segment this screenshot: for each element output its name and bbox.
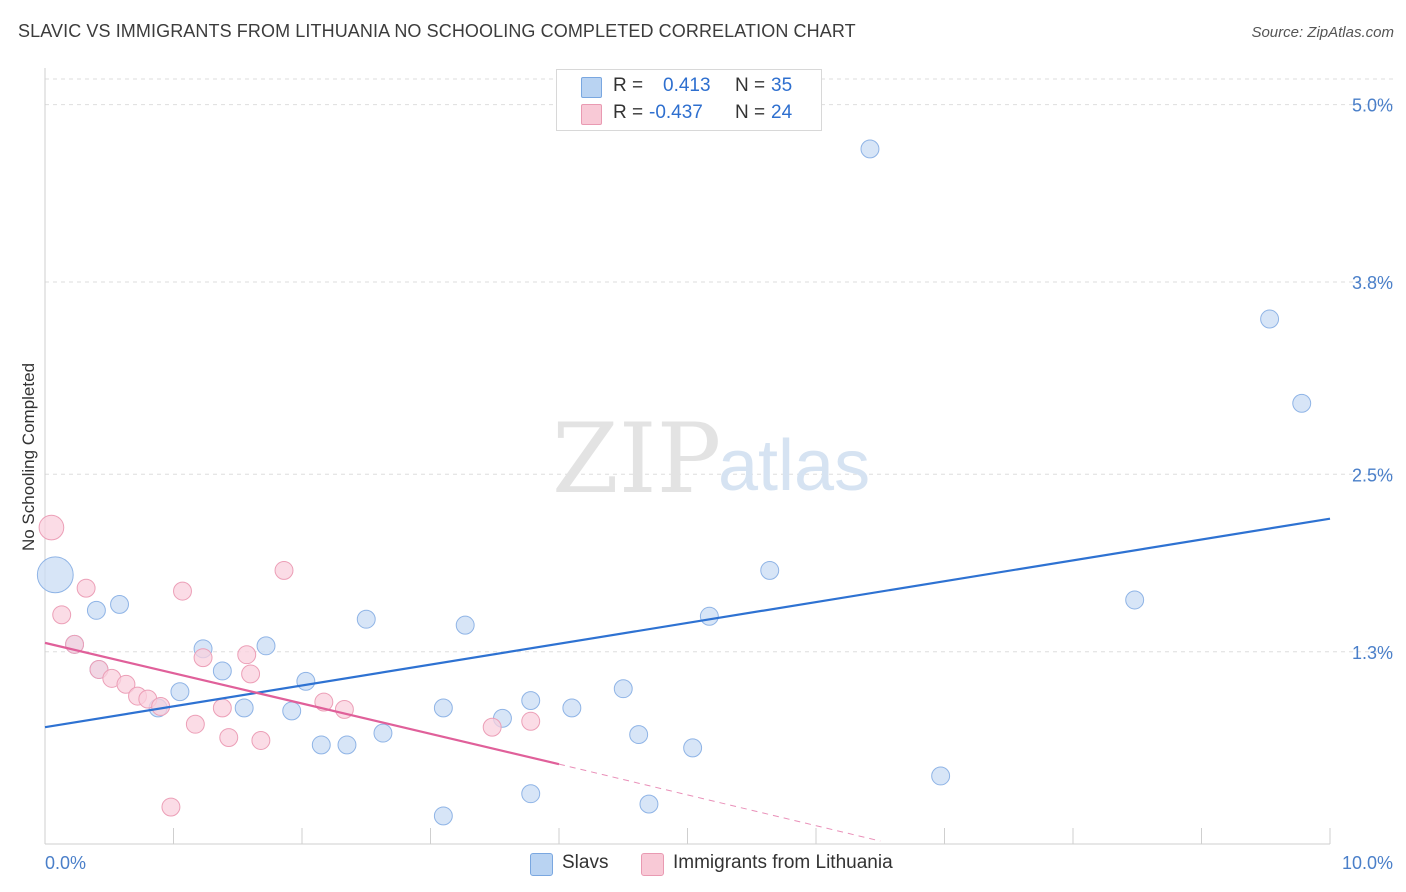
slavs-trend-line [44,517,1331,729]
slavs-legend-label: Slavs [562,852,609,873]
lithuania-point [274,560,294,580]
y-axis-title: No Schooling Completed [19,363,38,551]
r-label: R = [613,75,649,96]
lithuania-point [185,714,205,734]
lithuania-point [193,648,213,668]
lithuania-legend-label: Immigrants from Lithuania [673,852,893,873]
slavs-point [562,698,582,718]
slavs-point [296,671,316,691]
x-tick-label: 10.0% [1342,853,1393,873]
watermark-atlas: atlas [718,426,870,506]
slavs-point [110,594,129,614]
chart-title: SLAVIC VS IMMIGRANTS FROM LITHUANIA NO S… [18,21,856,41]
slavs-point [1260,309,1280,329]
lithuania-point [482,717,502,737]
slavs-point [629,725,649,745]
lithuania-point [212,698,232,718]
n-value: 35 [771,75,793,96]
lithuania-point [219,728,239,747]
lithuania-swatch [581,104,602,125]
slavs-point [356,609,376,629]
slavs-point [311,735,331,755]
tick-labels: 1.3% 2.5% 3.8% 5.0% 0.0% 10.0% [45,96,1393,873]
slavs-point [212,661,232,681]
slavs-point [760,560,780,580]
slavs-point [433,698,453,718]
trend-lines [44,517,1331,842]
slavs-point [433,806,453,826]
lithuania-point [116,674,136,694]
n-label: N = [735,102,771,123]
slavs-point [282,701,302,721]
slavs-point [931,766,951,786]
r-label: R = [613,102,649,123]
r-value: -0.437 [649,102,703,123]
slavs-point [1125,590,1145,610]
lithuania-point [76,578,96,598]
y-tick-label: 1.3% [1352,643,1393,663]
slavs-point [860,139,880,159]
slavs-point [455,615,475,635]
slavs-point [36,556,74,594]
lithuania-trend-line [44,641,560,766]
y-tick-label: 2.5% [1352,465,1393,485]
correlation-legend: R = 0.413 N = 35 R = -0.437 N = 24 [556,69,822,131]
slavs-point [521,784,541,804]
y-tick-label: 5.0% [1352,96,1393,116]
watermark-zip: ZIP [552,403,721,515]
slavs-swatch [581,77,602,98]
slavs-point [86,600,106,620]
lithuania-point [241,664,261,684]
slavs-point [683,738,703,758]
slavs-point [373,723,393,743]
lithuania-legend-swatch [641,853,664,876]
slavs-point [337,735,357,755]
slavs-point [521,691,541,711]
y-tick-label: 3.8% [1352,273,1393,293]
n-value: 24 [771,102,793,123]
data-points [36,139,1312,826]
slavs-point [639,794,659,814]
lithuania-point [38,514,65,541]
slavs-point [170,682,190,702]
lithuania-trend-extension [558,763,881,842]
lithuania-point [251,731,271,750]
lithuania-point [52,605,72,625]
lithuania-point [521,711,541,731]
lithuania-point [161,797,181,817]
slavs-point [613,679,633,699]
slavs-point [256,636,276,656]
axes [44,68,1331,845]
slavs-point [234,698,254,718]
slavs-point [1292,393,1312,413]
source-note: Source: ZipAtlas.com [1251,24,1394,41]
x-tick-label: 0.0% [45,853,86,873]
grid-lines [45,78,1395,653]
r-value: 0.413 [663,75,711,96]
lithuania-point [173,581,192,601]
lithuania-point [237,645,257,665]
n-label: N = [735,75,771,96]
slavs-legend-swatch [530,853,553,876]
slavs-point [699,606,719,626]
